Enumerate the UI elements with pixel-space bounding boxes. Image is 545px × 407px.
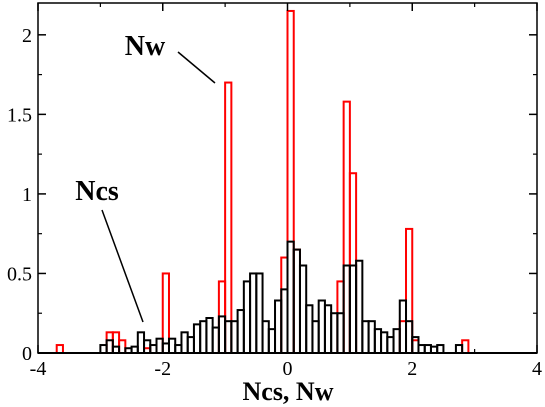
axis-ticks: -4 -2 0 2 4 0 0.5 1 1.5 2 [7,3,542,380]
x-tick-label: 2 [407,358,417,380]
x-tick-label: 4 [532,358,542,380]
annotation-label: Nw [125,31,166,62]
nw-bar [55,344,64,354]
y-tick-label: 0 [22,343,32,365]
ncs-bar [454,344,464,354]
x-tick-label: -4 [30,358,47,380]
y-tick-label: 0.5 [7,263,32,285]
nw-bar [224,81,233,355]
annotation-label: Ncs [75,176,119,207]
annotation-pointer [177,51,216,84]
annotation-pointer [101,209,144,323]
y-tick-label: 1 [22,184,32,206]
y-tick-label: 2 [22,25,32,47]
x-axis-title: Ncs, Nw [243,377,334,406]
ncs-bar [436,344,445,354]
y-tick-label: 1.5 [7,104,32,126]
x-tick-label: 0 [283,358,293,380]
x-tick-label: -2 [154,358,171,380]
annotations: Nw Ncs [75,31,216,323]
